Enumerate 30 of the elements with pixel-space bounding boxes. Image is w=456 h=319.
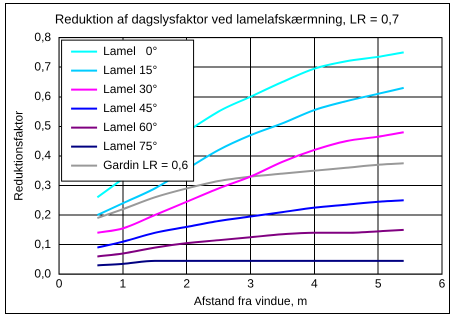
legend-label: Lamel 75° xyxy=(103,138,158,153)
y-tick-label: 0,3 xyxy=(34,178,52,192)
y-tick-label: 0,7 xyxy=(34,59,52,74)
x-tick-label: 1 xyxy=(120,276,127,291)
legend-label: Lamel 30° xyxy=(103,82,158,96)
legend-label: Lamel 0° xyxy=(103,44,158,58)
y-tick-label: 0,8 xyxy=(34,30,52,44)
line-series xyxy=(96,131,405,234)
legend-label: Gardin LR = 0,6 xyxy=(103,158,188,172)
y-tick-label: 0,6 xyxy=(34,89,52,104)
y-axis-title: Reduktionsfaktor xyxy=(12,110,26,201)
chart-title: Reduktion af dagslysfaktor ved lamelafskærmning, LR = 0,7 xyxy=(54,11,400,26)
x-tick-label: 0 xyxy=(56,276,63,291)
legend-label: Lamel 15° xyxy=(103,62,158,77)
x-tick-label: 6 xyxy=(438,276,446,291)
legend-label: Lamel 45° xyxy=(103,100,158,115)
x-tick-label: 5 xyxy=(374,276,382,291)
line-series xyxy=(96,228,405,258)
y-tick-label: 0,2 xyxy=(34,207,52,222)
x-tick-label: 3 xyxy=(247,276,254,291)
y-tick-label: 0,5 xyxy=(34,118,52,133)
x-tick-label: 4 xyxy=(311,276,318,291)
y-tick-label: 0,4 xyxy=(34,148,52,162)
y-tick-label: 0,1 xyxy=(34,236,52,251)
x-axis-title: Afstand fra vindue, m xyxy=(194,294,308,308)
line-series xyxy=(96,199,405,249)
y-tick-label: 0,0 xyxy=(34,266,52,281)
line-series xyxy=(96,162,405,220)
x-tick-label: 2 xyxy=(183,276,190,291)
legend-label: Lamel 60° xyxy=(103,120,158,134)
